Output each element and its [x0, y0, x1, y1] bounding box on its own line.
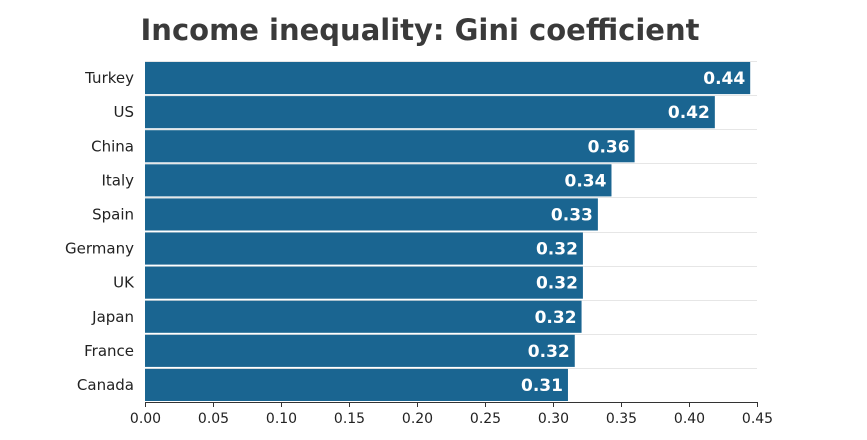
x-tick-label: 0.30 [538, 411, 569, 427]
category-label-us: US [113, 103, 134, 121]
chart-title: Income inequality: Gini coefficient [141, 13, 700, 47]
x-axis: 0.00 0.05 0.10 0.15 0.20 0.25 0.30 0.35 0.40 0.45 [130, 402, 773, 427]
category-label-canada: Canada [77, 376, 134, 394]
bar-china [145, 130, 635, 163]
value-label-us: 0.42 [668, 103, 710, 123]
bar-france [145, 334, 575, 367]
x-tick-label: 0.25 [470, 411, 501, 427]
bar-turkey [145, 62, 751, 95]
value-labels: 0.44 0.42 0.36 0.34 0.33 0.32 0.32 0.32 0.32 0.31 [521, 69, 745, 396]
value-label-turkey: 0.44 [703, 69, 745, 89]
x-tick-label: 0.35 [606, 411, 637, 427]
category-label-japan: Japan [91, 308, 134, 326]
bar-italy [145, 164, 612, 197]
category-label-turkey: Turkey [84, 69, 134, 87]
category-label-spain: Spain [92, 205, 134, 223]
category-label-france: France [84, 342, 134, 360]
value-label-germany: 0.32 [536, 240, 578, 260]
bar-canada [145, 368, 568, 401]
value-label-spain: 0.33 [551, 205, 593, 225]
value-label-france: 0.32 [528, 342, 570, 362]
value-label-uk: 0.32 [536, 274, 578, 294]
category-label-china: China [91, 137, 134, 155]
bars [145, 62, 751, 401]
value-label-canada: 0.31 [521, 376, 563, 396]
value-label-japan: 0.32 [535, 308, 577, 328]
bar-us [145, 96, 715, 129]
bar-uk [145, 266, 583, 299]
category-label-germany: Germany [65, 240, 134, 258]
category-labels: Turkey US China Italy Spain Germany UK Japan Fra… [65, 69, 135, 394]
value-label-italy: 0.34 [565, 171, 607, 191]
category-label-uk: UK [113, 274, 135, 292]
x-tick-label: 0.15 [334, 411, 365, 427]
x-tick-label: 0.05 [198, 411, 229, 427]
value-label-china: 0.36 [588, 137, 630, 157]
bar-germany [145, 232, 583, 265]
bar-japan [145, 300, 582, 333]
x-tick-label: 0.10 [266, 411, 297, 427]
category-label-italy: Italy [101, 171, 134, 189]
x-tick-label: 0.45 [742, 411, 773, 427]
x-tick-label: 0.40 [674, 411, 705, 427]
x-tick-label: 0.20 [402, 411, 433, 427]
x-tick-label: 0.00 [130, 411, 161, 427]
bar-spain [145, 198, 598, 231]
